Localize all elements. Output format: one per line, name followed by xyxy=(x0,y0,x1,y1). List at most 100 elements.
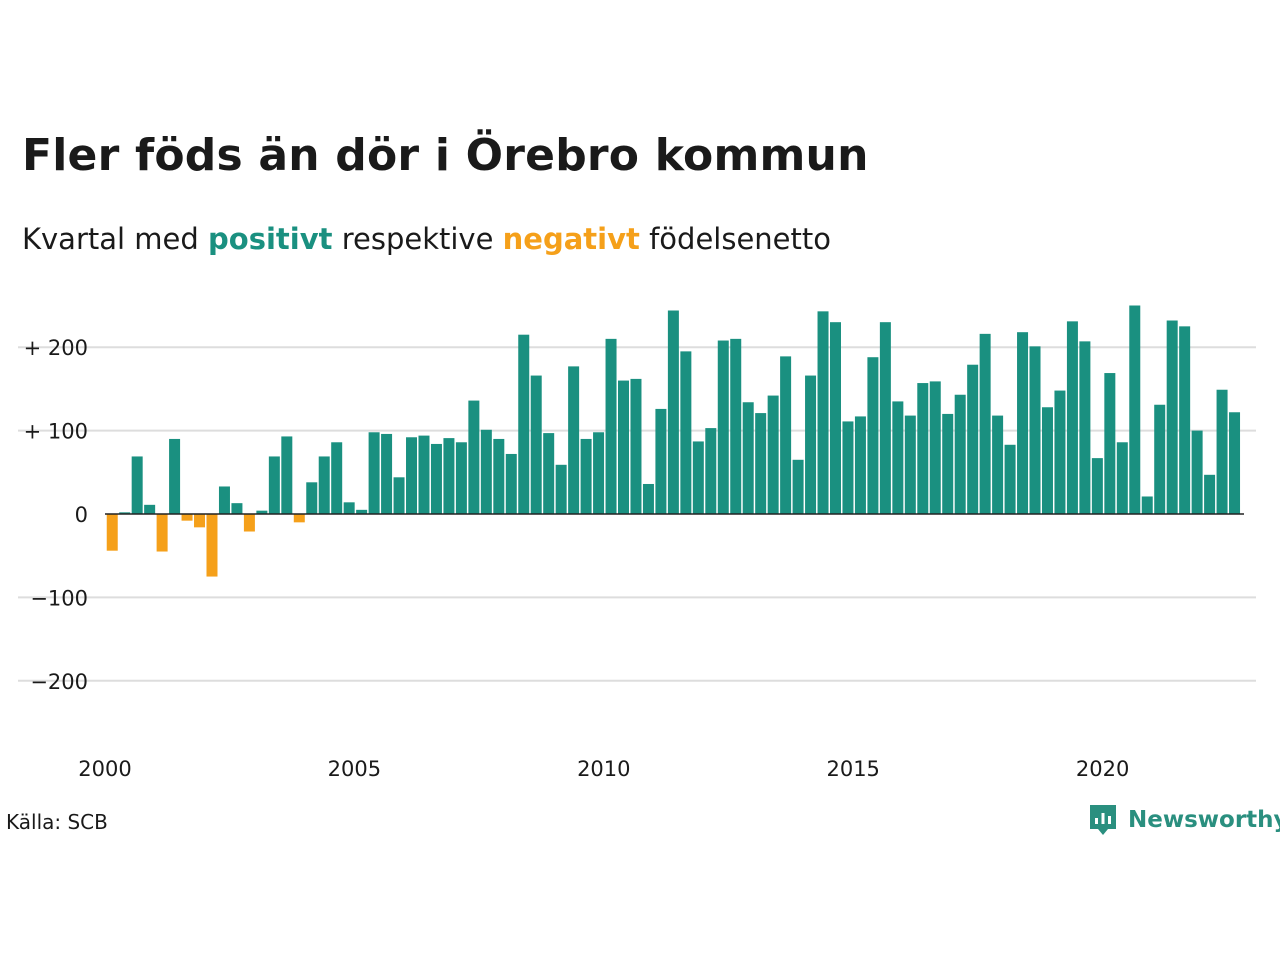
bar xyxy=(1004,444,1016,514)
bar xyxy=(992,415,1004,514)
bar xyxy=(842,421,854,514)
subtitle-prefix: Kvartal med xyxy=(22,222,209,256)
bar xyxy=(518,334,530,514)
bar xyxy=(979,333,991,514)
bar xyxy=(343,502,355,514)
y-tick-label: −200 xyxy=(30,670,88,694)
bar xyxy=(1166,320,1178,514)
x-tick-label: 2010 xyxy=(577,757,630,781)
bar xyxy=(306,482,318,514)
bar xyxy=(568,366,580,514)
bar xyxy=(493,438,505,514)
bar xyxy=(243,514,255,532)
bar xyxy=(218,486,230,514)
y-tick-label: −100 xyxy=(30,586,88,610)
bar xyxy=(630,378,642,514)
bar xyxy=(318,456,330,514)
bar xyxy=(194,514,206,528)
bar xyxy=(867,357,879,514)
bar xyxy=(817,311,829,514)
bar xyxy=(231,503,243,514)
brand-name: Newsworthy xyxy=(1128,807,1280,833)
bar xyxy=(1066,321,1078,514)
bar xyxy=(967,364,979,514)
bar xyxy=(468,400,480,514)
bar xyxy=(1041,407,1053,514)
bar xyxy=(1079,341,1091,514)
bar xyxy=(555,464,567,514)
bar xyxy=(954,394,966,514)
subtitle-middle: respektive xyxy=(332,222,503,256)
bar xyxy=(667,310,679,514)
bar xyxy=(767,395,779,514)
bar xyxy=(1179,326,1191,514)
bar xyxy=(393,477,405,514)
bar xyxy=(917,383,929,514)
bar xyxy=(430,443,442,514)
bar xyxy=(655,408,667,514)
bar xyxy=(256,510,268,514)
bar xyxy=(1091,458,1103,514)
bar xyxy=(742,402,754,514)
bar xyxy=(181,514,193,521)
bar xyxy=(356,509,368,514)
bar xyxy=(1191,430,1203,514)
bar xyxy=(169,438,181,514)
bar xyxy=(293,514,305,523)
bar xyxy=(942,413,954,514)
y-tick-label: + 200 xyxy=(24,336,88,360)
bar xyxy=(368,432,380,514)
bar xyxy=(381,433,393,514)
bar xyxy=(505,453,517,514)
bar xyxy=(455,442,467,514)
bar xyxy=(618,380,630,514)
bar xyxy=(717,340,729,514)
bar xyxy=(1104,373,1116,514)
bar xyxy=(281,436,293,514)
y-tick-label: + 100 xyxy=(24,420,88,444)
x-tick-label: 2005 xyxy=(328,757,381,781)
bar xyxy=(144,504,156,514)
bar xyxy=(780,356,792,514)
bar xyxy=(680,351,692,514)
bar xyxy=(580,438,592,514)
x-tick-label: 2015 xyxy=(826,757,879,781)
bar xyxy=(206,514,218,577)
bar xyxy=(1054,390,1066,514)
source-note: Källa: SCB xyxy=(6,810,108,834)
bar xyxy=(692,441,704,514)
bar xyxy=(131,456,143,514)
bar xyxy=(1204,474,1216,514)
bar xyxy=(530,375,542,514)
bar xyxy=(1116,442,1128,514)
bar xyxy=(1229,412,1241,514)
bar xyxy=(106,514,118,551)
x-tick-label: 2000 xyxy=(78,757,131,781)
bar xyxy=(792,459,804,514)
bar xyxy=(1017,332,1029,514)
brand-logo: Newsworthy xyxy=(1088,800,1280,840)
bar xyxy=(443,438,455,514)
bar xyxy=(156,514,168,552)
chart-subtitle: Kvartal med positivt respektive negativt… xyxy=(22,222,831,256)
y-tick-label: 0 xyxy=(75,503,88,527)
axes: + 200 + 100 0 −100 −200 2000 2005 2010 2015 2020 xyxy=(24,336,1244,781)
bar xyxy=(755,413,767,514)
bar xyxy=(418,435,430,514)
x-tick-label: 2020 xyxy=(1076,757,1129,781)
bar xyxy=(904,415,916,514)
bar xyxy=(829,322,841,514)
bar xyxy=(543,433,555,514)
subtitle-suffix: födelsenetto xyxy=(639,222,831,256)
bar xyxy=(705,428,717,514)
bar xyxy=(1129,305,1141,514)
bar xyxy=(268,456,280,514)
subtitle-positive-word: positivt xyxy=(208,222,333,256)
bar xyxy=(1216,389,1228,514)
bar xyxy=(593,432,605,514)
bar xyxy=(1154,404,1166,514)
bar xyxy=(1141,496,1153,514)
bar xyxy=(1029,346,1041,514)
bar xyxy=(929,381,941,514)
